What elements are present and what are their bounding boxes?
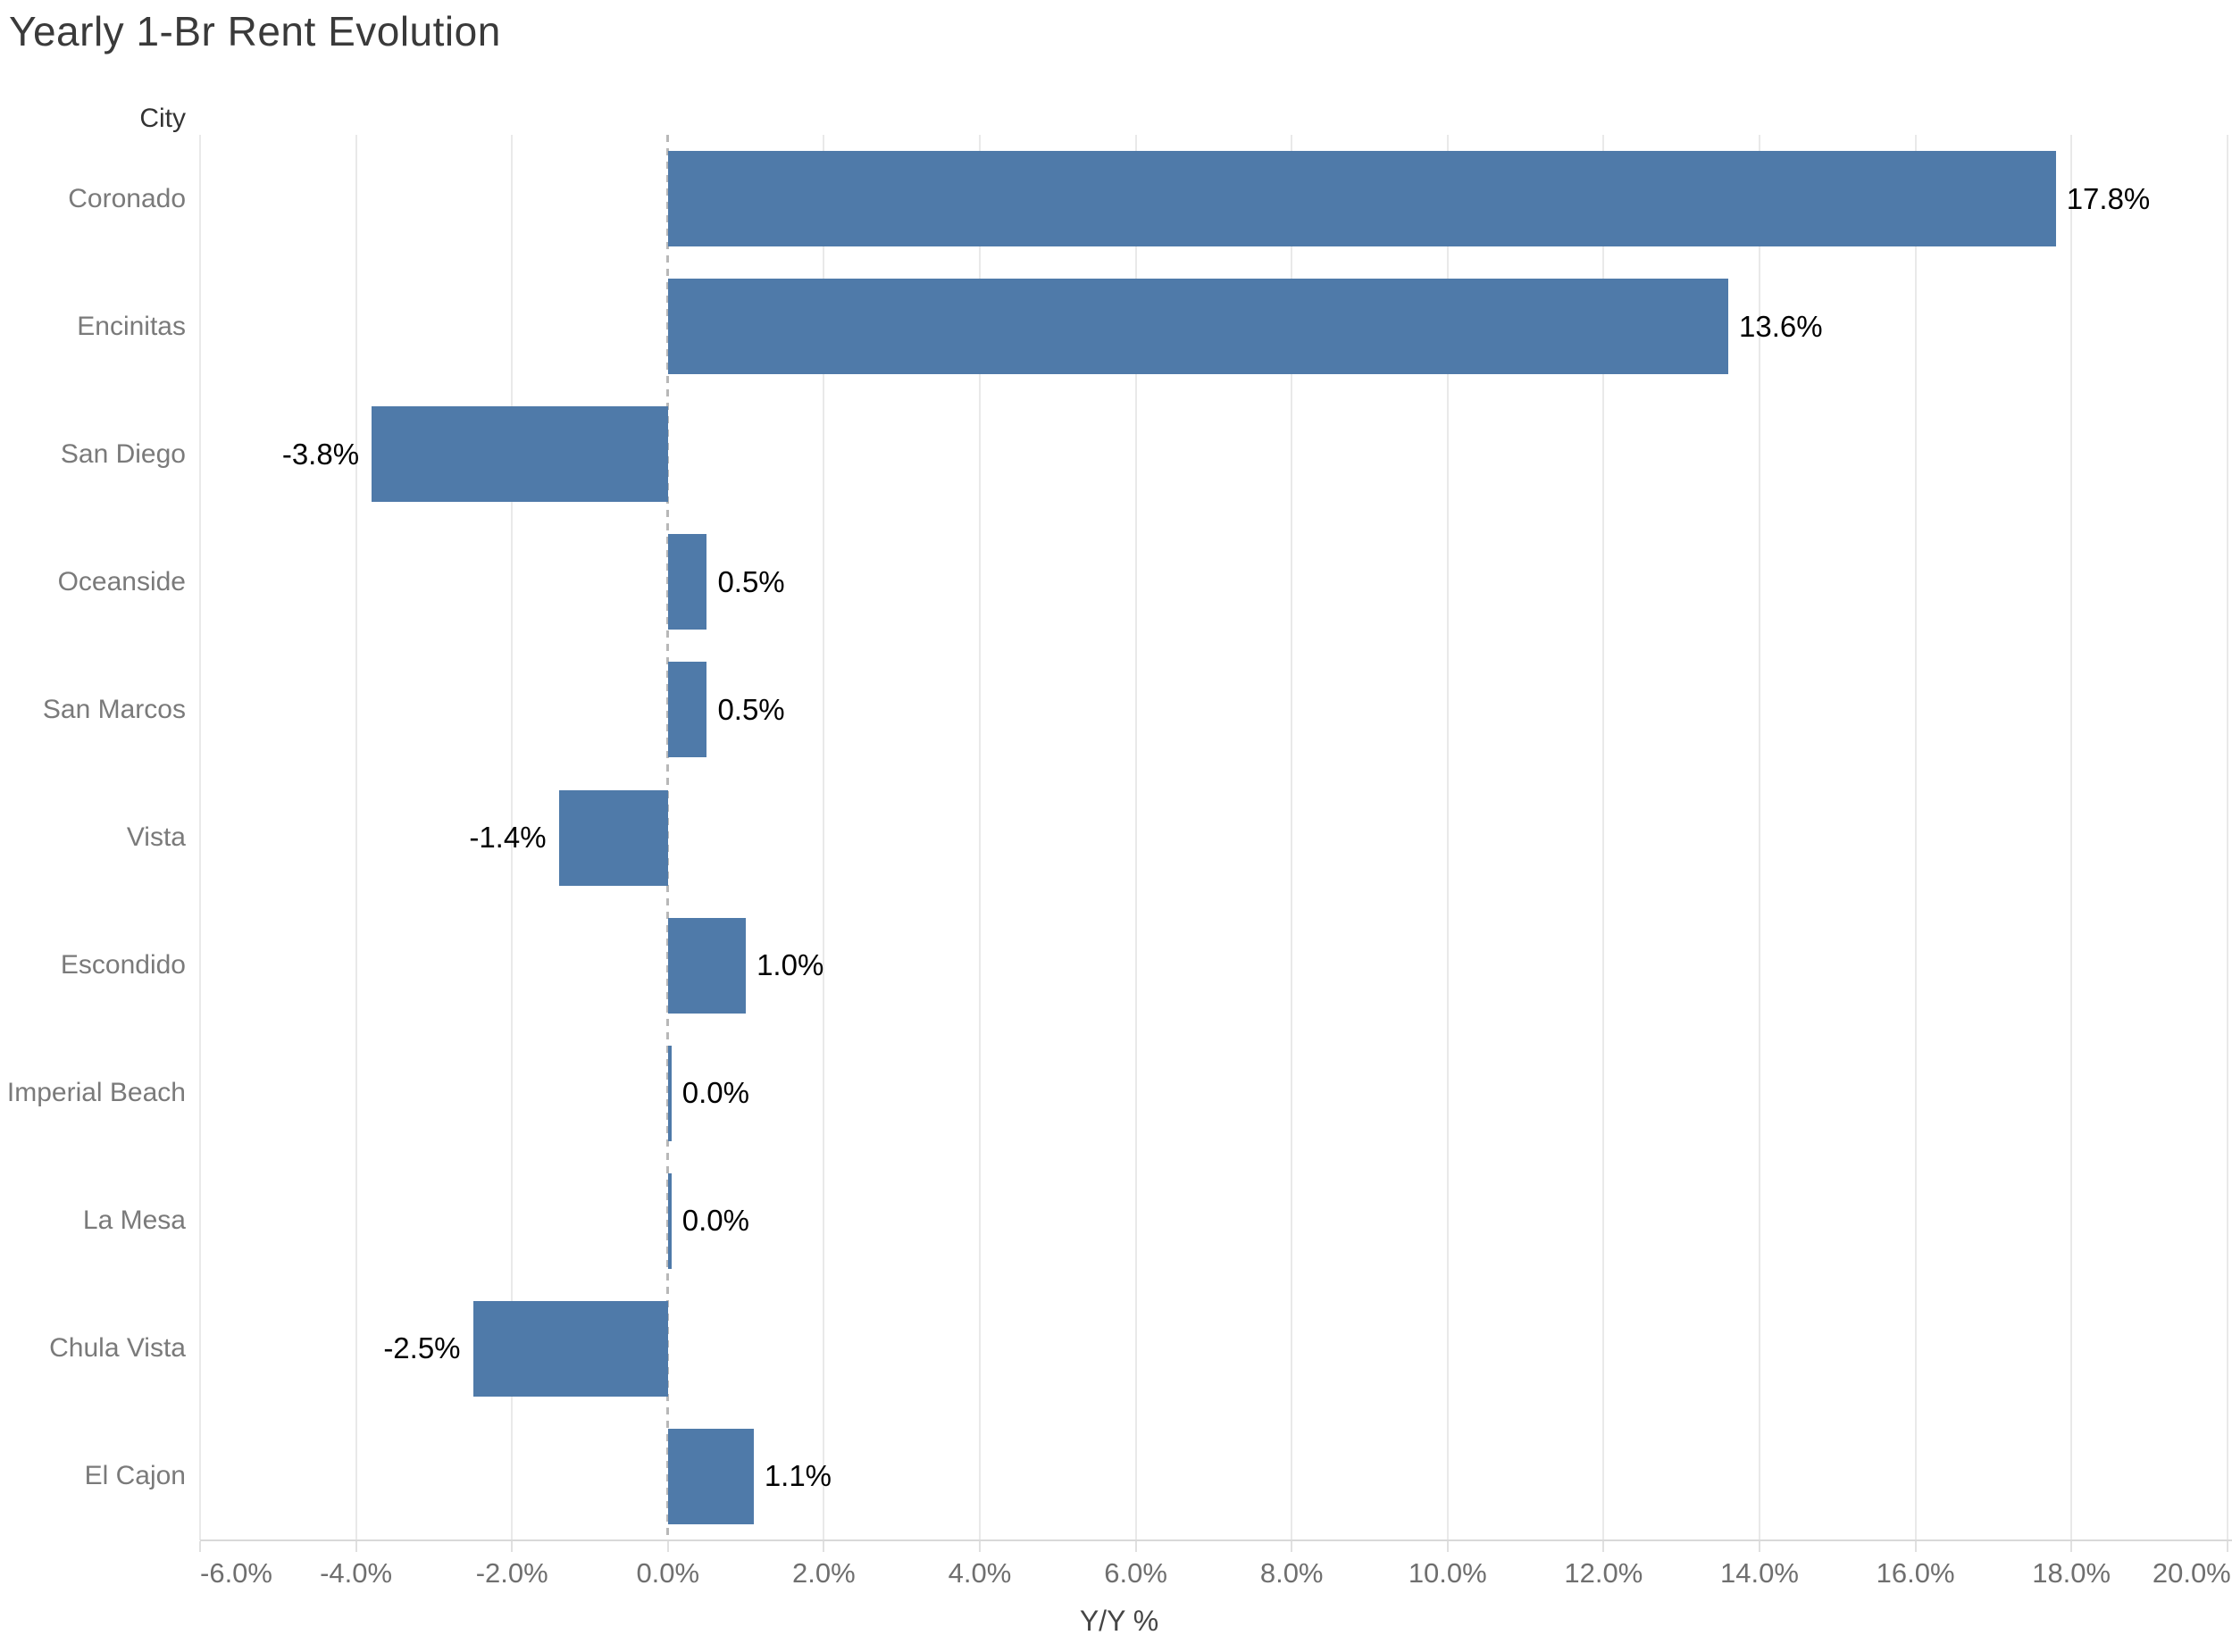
bar-value-label: -2.5%: [383, 1331, 461, 1365]
row-label-el-cajon[interactable]: El Cajon: [84, 1461, 186, 1491]
bar-escondido[interactable]: [667, 917, 747, 1014]
gridline: [2070, 135, 2073, 1540]
x-tick-label: 12.0%: [1564, 1557, 1643, 1589]
gridline: [1134, 135, 1137, 1540]
x-tick-label: 2.0%: [792, 1557, 856, 1589]
x-axis-tick: [2226, 1541, 2228, 1552]
x-tick-label: -4.0%: [320, 1557, 393, 1589]
gridline: [1914, 135, 1917, 1540]
bar-chula-vista[interactable]: [472, 1300, 668, 1397]
gridline: [199, 135, 201, 1540]
bar-value-label: 0.5%: [717, 692, 785, 726]
bar-value-label: 1.0%: [757, 948, 824, 982]
x-tick-label: 14.0%: [1720, 1557, 1799, 1589]
x-axis-tick: [199, 1541, 201, 1552]
x-tick-label: 18.0%: [2032, 1557, 2111, 1589]
x-axis-line: [200, 1539, 2232, 1541]
gridline: [1602, 135, 1605, 1540]
x-axis-tick: [1602, 1541, 1605, 1552]
row-label-imperial-beach[interactable]: Imperial Beach: [6, 1078, 186, 1108]
gridline: [1446, 135, 1449, 1540]
bar-el-cajon[interactable]: [667, 1428, 754, 1524]
row-label-oceanside[interactable]: Oceanside: [57, 566, 186, 597]
x-axis-tick: [1758, 1541, 1760, 1552]
x-tick-label: -2.0%: [475, 1557, 548, 1589]
bar-value-label: 17.8%: [2066, 181, 2151, 215]
chart-title: Yearly 1-Br Rent Evolution: [9, 8, 501, 54]
x-axis-tick: [355, 1541, 357, 1552]
bar-value-label: 13.6%: [1739, 309, 1823, 343]
x-axis-tick: [823, 1541, 825, 1552]
bar-value-label: -1.4%: [469, 821, 547, 854]
x-tick-label: 8.0%: [1259, 1557, 1324, 1589]
gridline: [1291, 135, 1293, 1540]
bar-san-diego[interactable]: [372, 406, 668, 503]
x-tick-label: 20.0%: [2152, 1557, 2231, 1589]
x-tick-label: 10.0%: [1408, 1557, 1487, 1589]
x-axis-tick: [978, 1541, 981, 1552]
gridline: [823, 135, 825, 1540]
plot-area: [199, 135, 2232, 1540]
x-axis-tick: [1291, 1541, 1293, 1552]
x-tick-label: 16.0%: [1876, 1557, 1955, 1589]
row-label-chula-vista[interactable]: Chula Vista: [49, 1333, 186, 1364]
x-axis-title: Y/Y %: [1079, 1605, 1159, 1637]
bar-oceanside[interactable]: [667, 534, 707, 630]
gridline: [511, 135, 514, 1540]
x-axis-tick: [666, 1541, 669, 1552]
row-axis-header: City: [139, 104, 186, 133]
gridline: [1758, 135, 1760, 1540]
bar-san-marcos[interactable]: [667, 662, 707, 758]
gridline: [355, 135, 357, 1540]
gridline: [2226, 135, 2228, 1540]
bar-value-label: 0.5%: [717, 564, 785, 598]
bar-coronado[interactable]: [667, 151, 2056, 247]
bar-value-label: 1.1%: [764, 1459, 832, 1493]
x-axis-tick: [2070, 1541, 2073, 1552]
row-label-san-diego[interactable]: San Diego: [60, 438, 186, 469]
row-label-encinitas[interactable]: Encinitas: [77, 311, 186, 341]
bar-encinitas[interactable]: [667, 279, 1729, 375]
bar-imperial-beach[interactable]: [667, 1045, 672, 1141]
zero-baseline: [666, 135, 670, 1540]
x-axis-tick: [511, 1541, 514, 1552]
bar-value-label: 0.0%: [681, 1204, 749, 1238]
x-tick-label: 4.0%: [948, 1557, 1012, 1589]
row-label-coronado[interactable]: Coronado: [68, 183, 186, 213]
bar-la-mesa[interactable]: [667, 1172, 672, 1269]
x-tick-label: 6.0%: [1104, 1557, 1167, 1589]
bar-vista[interactable]: [558, 789, 668, 886]
x-axis-tick: [1446, 1541, 1449, 1552]
x-axis-tick: [1914, 1541, 1917, 1552]
row-label-la-mesa[interactable]: La Mesa: [82, 1206, 186, 1236]
gridline: [978, 135, 981, 1540]
bar-value-label: 0.0%: [681, 1076, 749, 1110]
x-tick-label: 0.0%: [636, 1557, 700, 1589]
row-label-escondido[interactable]: Escondido: [60, 950, 186, 980]
bar-value-label: -3.8%: [281, 437, 360, 471]
row-label-vista[interactable]: Vista: [126, 822, 186, 852]
x-axis-tick: [1134, 1541, 1137, 1552]
x-tick-label: -6.0%: [200, 1557, 272, 1589]
row-label-san-marcos[interactable]: San Marcos: [42, 694, 186, 724]
